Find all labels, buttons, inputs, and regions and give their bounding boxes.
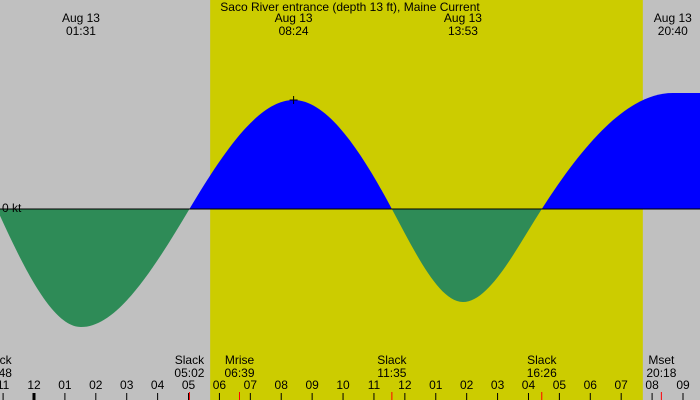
event-label: Mset <box>648 353 675 367</box>
x-tick-label: 06 <box>584 378 598 392</box>
event-label: Slack <box>377 353 407 367</box>
event-label: Slack <box>175 353 205 367</box>
max-marker <box>289 96 298 104</box>
y-tick-label: 0 kt <box>2 201 22 215</box>
x-tick-label: 08 <box>275 378 289 392</box>
x-tick-label: 09 <box>305 378 319 392</box>
event-label: Slack <box>527 353 557 367</box>
x-tick-label: 04 <box>151 378 165 392</box>
ebb-area <box>0 209 190 327</box>
x-tick-label: 10 <box>336 378 350 392</box>
x-tick-label: 03 <box>120 378 134 392</box>
x-tick-label: 11 <box>368 378 381 392</box>
event-time: 22:48 <box>0 366 12 380</box>
event-time: 16:26 <box>527 366 557 380</box>
event-label: Slack <box>0 353 13 367</box>
flood-area <box>189 100 392 209</box>
x-tick-label: 07 <box>244 378 258 392</box>
event-date: Aug 13 <box>275 11 313 25</box>
event-time: 11:35 <box>377 366 406 380</box>
x-tick-label: 12 <box>27 378 41 392</box>
event-label: Mrise <box>225 353 255 367</box>
event-time: 08:24 <box>279 24 309 38</box>
ebb-area <box>391 209 542 302</box>
x-tick-label: 05 <box>553 378 567 392</box>
x-tick-label: 02 <box>460 378 474 392</box>
x-tick-label: 01 <box>429 378 443 392</box>
event-time: 06:39 <box>224 366 254 380</box>
x-tick-label: 06 <box>213 378 227 392</box>
x-tick-label: 05 <box>182 378 196 392</box>
x-tick-label: 04 <box>522 378 536 392</box>
event-time: 13:53 <box>448 24 478 38</box>
event-time: 20:40 <box>658 24 688 38</box>
event-time: 05:02 <box>174 366 204 380</box>
x-tick-label: 01 <box>58 378 72 392</box>
x-tick-label: 07 <box>615 378 629 392</box>
event-time: 01:31 <box>66 24 96 38</box>
event-date: Aug 13 <box>654 11 692 25</box>
x-tick-label: 09 <box>676 378 690 392</box>
x-tick-label: 02 <box>89 378 103 392</box>
x-tick-label: 12 <box>398 378 412 392</box>
event-time: 20:18 <box>646 366 676 380</box>
x-tick-label: 03 <box>491 378 505 392</box>
flood-area <box>541 93 700 209</box>
event-date: Aug 13 <box>444 11 482 25</box>
x-tick-label: 11 <box>0 378 10 392</box>
chart-title: Saco River entrance (depth 13 ft), Maine… <box>220 0 480 14</box>
event-date: Aug 13 <box>62 11 100 25</box>
x-tick-label: 08 <box>645 378 659 392</box>
